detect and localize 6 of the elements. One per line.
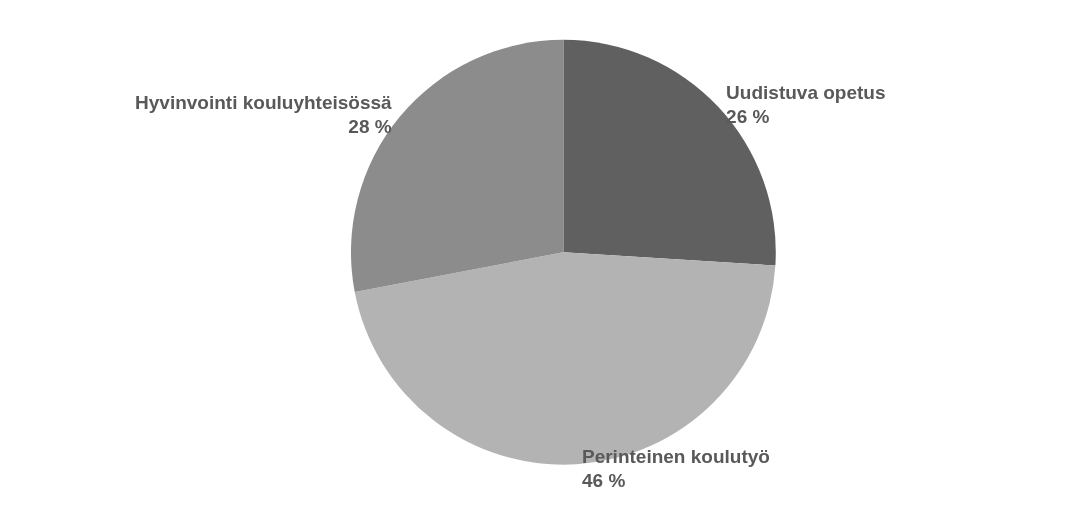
slice-label: Perinteinen koulutyö [581, 445, 770, 467]
slice-label: Hyvinvointi kouluyhteisössä [135, 91, 393, 113]
data-label: 26 % [726, 105, 770, 127]
data-label: 28 % [348, 115, 392, 137]
data-label: 46 % [581, 469, 626, 491]
slice-label: Uudistuva opetus [726, 81, 886, 103]
